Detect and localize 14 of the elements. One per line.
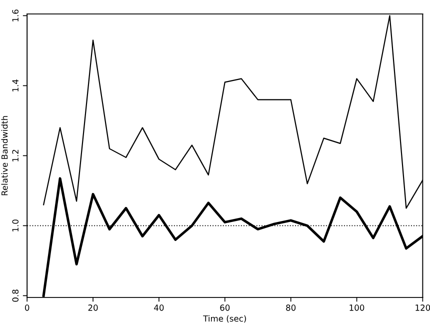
y-tick-label: 1.0 [12, 220, 19, 232]
x-tick-label: 40 [154, 304, 164, 311]
x-tick-label: 120 [416, 304, 430, 311]
x-tick-label: 100 [350, 304, 364, 311]
x-tick-label: 20 [88, 304, 98, 311]
y-axis-title: Relative Bandwidth [1, 116, 8, 196]
y-tick-label: 1.2 [12, 150, 18, 162]
x-tick-label: 0 [24, 304, 30, 311]
x-tick-label: 60 [220, 304, 230, 311]
y-tick-label: 1.4 [12, 80, 18, 92]
x-tick-label: 80 [286, 304, 296, 311]
y-tick-label: 1.6 [12, 10, 19, 22]
y-tick-label: 0.8 [12, 290, 19, 302]
x-axis-title: Time (sec) [203, 315, 246, 323]
